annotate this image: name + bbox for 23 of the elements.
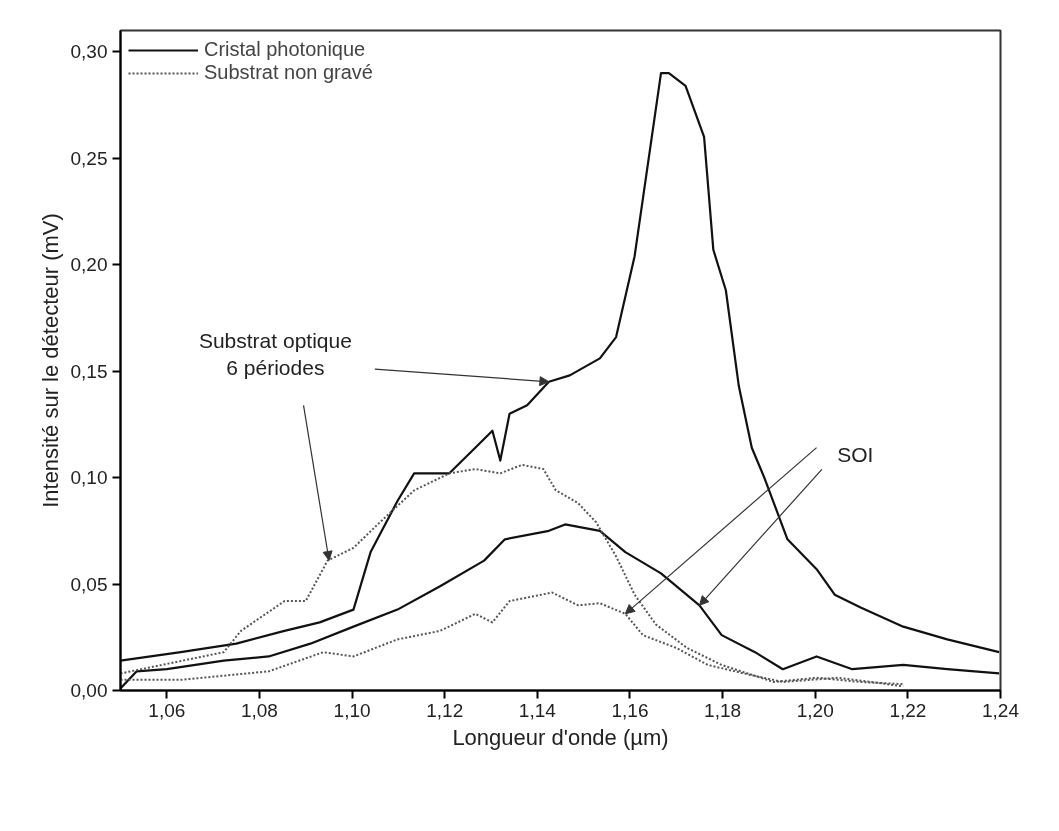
x-axis-title: Longueur d'onde (µm) bbox=[452, 724, 669, 750]
y-tick-label: 0,25 bbox=[70, 147, 108, 169]
legend-label: Cristal photonique bbox=[204, 38, 366, 61]
y-tick-label: 0,10 bbox=[70, 467, 108, 489]
x-tick-label: 1,22 bbox=[889, 699, 927, 721]
y-tick-label: 0,05 bbox=[70, 573, 108, 595]
y-tick-label: 0,30 bbox=[70, 41, 108, 63]
y-axis-title: Intensité sur le détecteur (mV) bbox=[37, 213, 63, 508]
annotation: Substrat optique 6 périodes bbox=[198, 328, 352, 380]
y-tick-label: 0,15 bbox=[70, 360, 108, 382]
x-tick-label: 1,10 bbox=[333, 699, 371, 721]
y-tick-label: 0,20 bbox=[70, 254, 108, 276]
x-tick-label: 1,12 bbox=[426, 699, 464, 721]
x-tick-label: 1,20 bbox=[796, 699, 834, 721]
x-tick-label: 1,06 bbox=[148, 699, 186, 721]
x-tick-label: 1,24 bbox=[982, 699, 1020, 721]
x-tick-label: 1,14 bbox=[518, 699, 557, 721]
y-tick-label: 0,00 bbox=[70, 680, 108, 701]
x-tick-label: 1,08 bbox=[240, 699, 278, 721]
legend-label: Substrat non gravé bbox=[204, 61, 373, 84]
x-tick-label: 1,18 bbox=[704, 699, 742, 721]
annotation: SOI bbox=[837, 442, 874, 466]
x-tick-label: 1,16 bbox=[611, 699, 649, 721]
